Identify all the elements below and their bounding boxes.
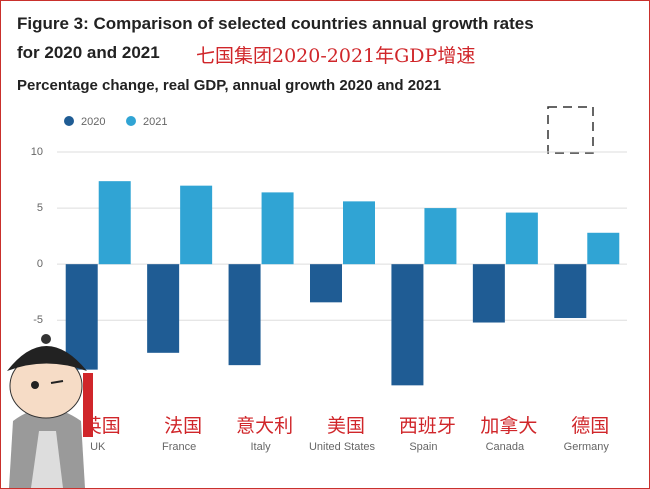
bar	[424, 208, 457, 265]
bar	[261, 192, 294, 265]
x-tick-label: France	[162, 441, 196, 453]
annotation-category: 意大利	[236, 415, 293, 437]
x-tick-label: UK	[90, 441, 106, 453]
annotation-category: 西班牙	[399, 415, 456, 437]
x-tick-label: Spain	[409, 441, 437, 453]
bar	[587, 232, 620, 265]
bar	[65, 264, 98, 370]
annotation-category: 加拿大	[480, 414, 537, 437]
annotation-category: 德国	[571, 415, 609, 437]
legend-swatch	[126, 116, 136, 126]
bar	[505, 212, 538, 265]
dashed-box	[547, 106, 594, 154]
x-tick-label: Italy	[250, 441, 271, 453]
bar	[180, 185, 213, 265]
bar	[391, 264, 424, 386]
bar	[343, 201, 375, 265]
annotation-category: 法国	[164, 415, 202, 437]
bar	[472, 264, 505, 323]
y-tick-label: 10	[31, 146, 43, 158]
legend-label: 2020	[81, 116, 105, 128]
bar	[554, 264, 587, 319]
bar	[98, 181, 131, 265]
x-tick-label: Germany	[564, 441, 610, 453]
cartoon	[7, 334, 93, 488]
x-tick-label: United States	[309, 441, 376, 453]
x-tick-label: Canada	[486, 441, 525, 453]
y-tick-label: 5	[37, 202, 43, 214]
bar	[310, 264, 342, 303]
legend-label: 2021	[143, 116, 167, 128]
bar	[228, 264, 261, 366]
y-tick-label: -5	[33, 314, 43, 326]
y-tick-label: 0	[37, 258, 43, 270]
legend-swatch	[64, 116, 74, 126]
chart-title: Figure 3: Comparison of selected countri…	[17, 14, 534, 62]
annotation-category: 美国	[327, 415, 365, 437]
chart-subtitle: Percentage change, real GDP, annual grow…	[17, 77, 442, 94]
annotation-title: 七国集团2020-2021年GDP增速	[196, 45, 476, 67]
bar	[147, 264, 180, 353]
